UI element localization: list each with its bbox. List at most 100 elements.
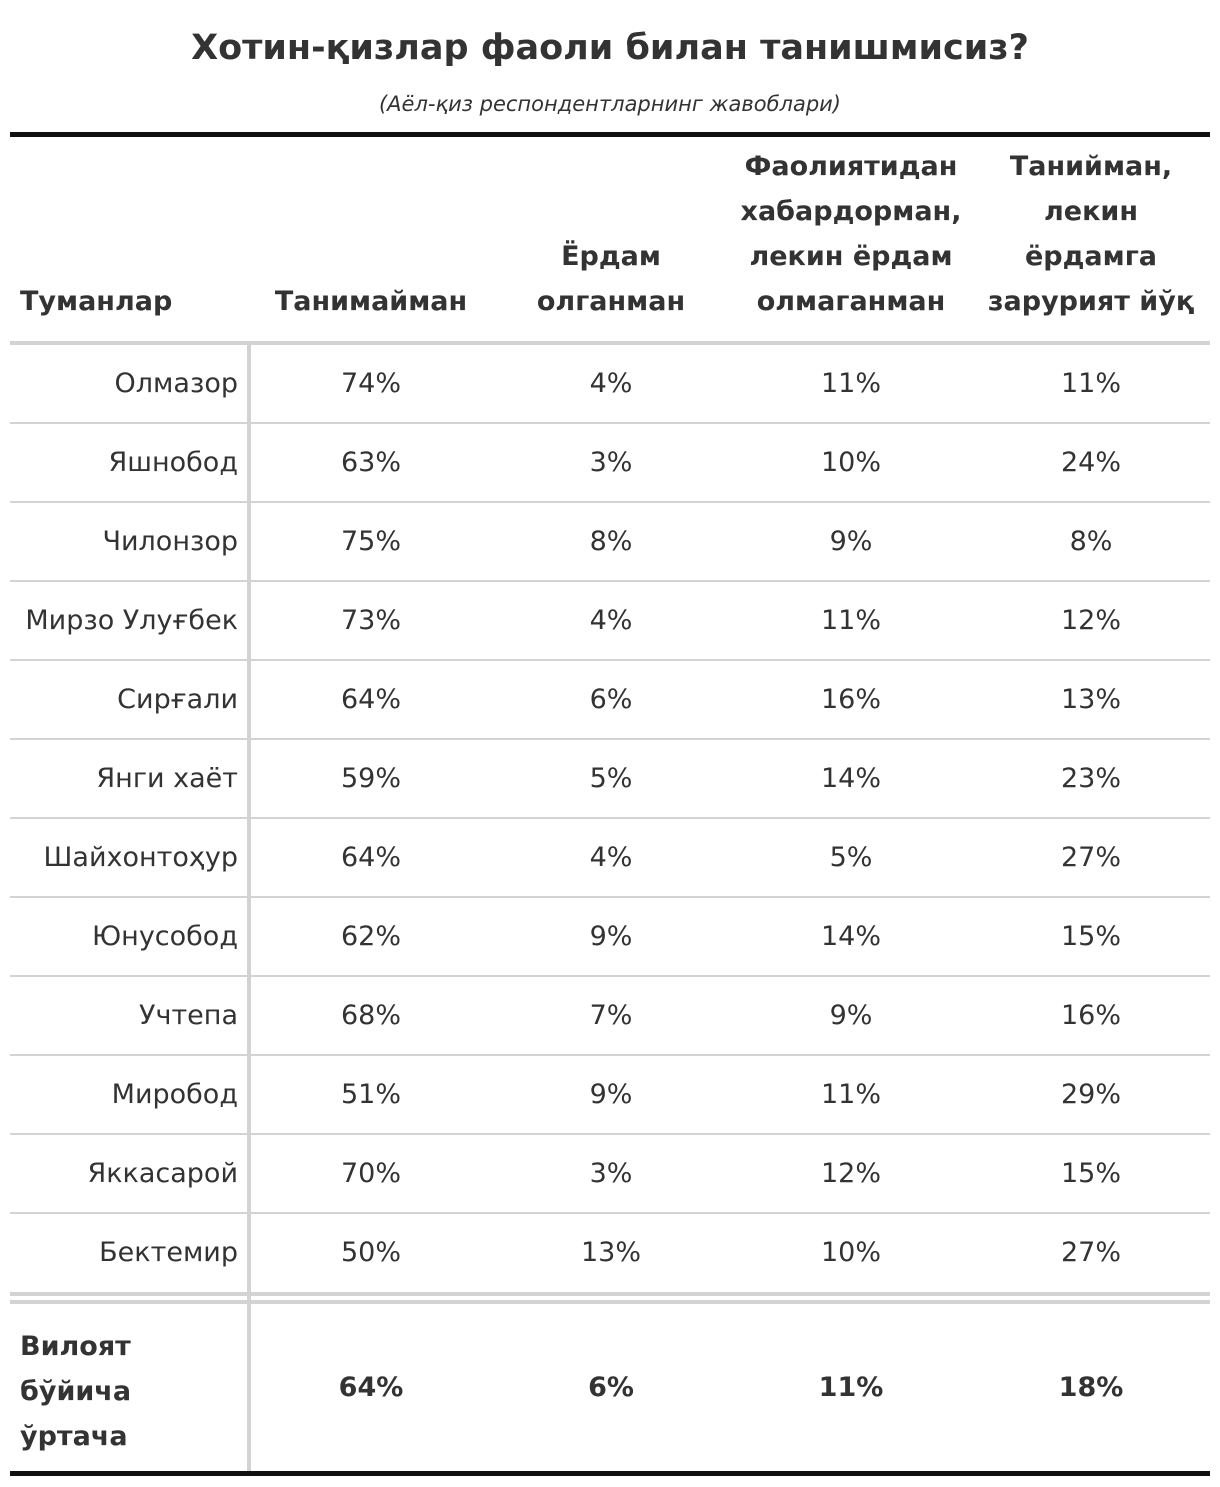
table-row: Бектемир 50% 13% 10% 27% xyxy=(10,1214,1210,1293)
value-cell: 5% xyxy=(829,842,873,873)
value-cell: 10% xyxy=(820,447,881,478)
value-cell: 73% xyxy=(340,605,401,636)
value-cell: 12% xyxy=(820,1158,881,1189)
column-header-line: лекин xyxy=(1044,196,1138,227)
table-row: Учтепа 68% 7% 9% 16% xyxy=(10,977,1210,1056)
value-cell: 13% xyxy=(580,1237,641,1268)
value-cell: 24% xyxy=(1060,447,1121,478)
bottom-rule xyxy=(10,1471,1210,1476)
table-row: Мирзо Улуғбек 73% 4% 11% 12% xyxy=(10,582,1210,661)
value-cell: 8% xyxy=(589,526,633,557)
summary-value: 6% xyxy=(588,1372,634,1403)
value-cell: 5% xyxy=(589,763,633,794)
column-header-line: олмаганман xyxy=(756,286,946,317)
summary-label-line: Вилоят xyxy=(20,1331,131,1362)
value-cell: 10% xyxy=(820,1237,881,1268)
table-row: Олмазор 74% 4% 11% 11% xyxy=(10,345,1210,424)
value-cell: 4% xyxy=(589,605,633,636)
column-header-line: Танимайман xyxy=(274,286,468,317)
value-cell: 51% xyxy=(340,1079,401,1110)
column-header-line: лекин ёрдам xyxy=(749,241,953,272)
value-cell: 62% xyxy=(340,921,401,952)
column-header-line: зарурият йўқ xyxy=(987,286,1195,317)
column-header-0: Туманлар xyxy=(20,279,240,324)
header-divider xyxy=(10,341,1210,345)
table-row: Шайхонтоҳур 64% 4% 5% 27% xyxy=(10,819,1210,898)
district-name: Мирзо Улуғбек xyxy=(25,605,238,636)
value-cell: 11% xyxy=(820,368,881,399)
value-cell: 23% xyxy=(1060,763,1121,794)
value-cell: 11% xyxy=(820,1079,881,1110)
summary-value: 64% xyxy=(338,1372,404,1403)
column-header-line: Танийман, xyxy=(1009,151,1173,182)
district-name: Чилонзор xyxy=(102,526,238,557)
column-header-line: олганман xyxy=(536,286,686,317)
table-row: Сирғали 64% 6% 16% 13% xyxy=(10,661,1210,740)
table-row: Яшнобод 63% 3% 10% 24% xyxy=(10,424,1210,503)
summary-row: Вилоят бўйича ўртача 64% 6% 11% 18% xyxy=(10,1304,1210,1471)
column-header-line: Ёрдам xyxy=(561,241,661,272)
value-cell: 8% xyxy=(1069,526,1113,557)
value-cell: 4% xyxy=(589,368,633,399)
summary-label-line: ўртача xyxy=(20,1421,128,1452)
value-cell: 27% xyxy=(1060,1237,1121,1268)
summary-value: 18% xyxy=(1058,1372,1124,1403)
value-cell: 63% xyxy=(340,447,401,478)
value-cell: 64% xyxy=(340,684,401,715)
column-header-line: ёрдамга xyxy=(1024,241,1158,272)
value-cell: 27% xyxy=(1060,842,1121,873)
column-header-line: Туманлар xyxy=(20,286,173,317)
table-row: Янги хаёт 59% 5% 14% 23% xyxy=(10,740,1210,819)
column-header-line: хабардорман, xyxy=(740,196,962,227)
summary-label-line: бўйича xyxy=(20,1376,132,1407)
first-column-divider xyxy=(247,345,251,1471)
value-cell: 12% xyxy=(1060,605,1121,636)
value-cell: 15% xyxy=(1060,1158,1121,1189)
value-cell: 64% xyxy=(340,842,401,873)
top-rule xyxy=(10,132,1210,137)
column-header-3: Фаолиятидан хабардорман, лекин ёрдам олмага… xyxy=(740,144,962,324)
value-cell: 14% xyxy=(820,763,881,794)
column-header-4: Танийман, лекин ёрдамга зарурият йўқ xyxy=(980,144,1202,324)
district-name: Яшнобод xyxy=(108,447,238,478)
value-cell: 11% xyxy=(1060,368,1121,399)
value-cell: 29% xyxy=(1060,1079,1121,1110)
column-header-2: Ёрдам олганман xyxy=(500,234,722,324)
value-cell: 4% xyxy=(589,842,633,873)
summary-label: Вилоят бўйича ўртача xyxy=(20,1324,250,1459)
value-cell: 11% xyxy=(820,605,881,636)
summary-divider-2 xyxy=(10,1300,1210,1304)
value-cell: 70% xyxy=(340,1158,401,1189)
district-name: Миробод xyxy=(111,1079,238,1110)
value-cell: 3% xyxy=(589,447,633,478)
value-cell: 59% xyxy=(340,763,401,794)
value-cell: 16% xyxy=(820,684,881,715)
district-name: Юнусобод xyxy=(92,921,238,952)
table-row: Чилонзор 75% 8% 9% 8% xyxy=(10,503,1210,582)
value-cell: 9% xyxy=(589,921,633,952)
summary-divider-1 xyxy=(10,1292,1210,1296)
value-cell: 9% xyxy=(829,1000,873,1031)
value-cell: 15% xyxy=(1060,921,1121,952)
chart-title: Хотин-қизлар фаоли билан танишмисиз? xyxy=(191,28,1029,68)
column-header-1: Танимайман xyxy=(260,279,482,324)
chart-subtitle: (Аёл-қиз респондентларнинг жавоблари) xyxy=(378,92,842,116)
district-name: Шайхонтоҳур xyxy=(43,842,238,873)
table-row: Яккасарой 70% 3% 12% 15% xyxy=(10,1135,1210,1214)
value-cell: 9% xyxy=(829,526,873,557)
value-cell: 7% xyxy=(589,1000,633,1031)
summary-value: 11% xyxy=(818,1372,884,1403)
table-row: Юнусобод 62% 9% 14% 15% xyxy=(10,898,1210,977)
value-cell: 75% xyxy=(340,526,401,557)
district-name: Учтепа xyxy=(139,1000,238,1031)
value-cell: 68% xyxy=(340,1000,401,1031)
value-cell: 3% xyxy=(589,1158,633,1189)
value-cell: 9% xyxy=(589,1079,633,1110)
column-header-line: Фаолиятидан xyxy=(744,151,958,182)
value-cell: 50% xyxy=(340,1237,401,1268)
value-cell: 16% xyxy=(1060,1000,1121,1031)
value-cell: 6% xyxy=(589,684,633,715)
value-cell: 14% xyxy=(820,921,881,952)
table-row: Миробод 51% 9% 11% 29% xyxy=(10,1056,1210,1135)
value-cell: 74% xyxy=(340,368,401,399)
